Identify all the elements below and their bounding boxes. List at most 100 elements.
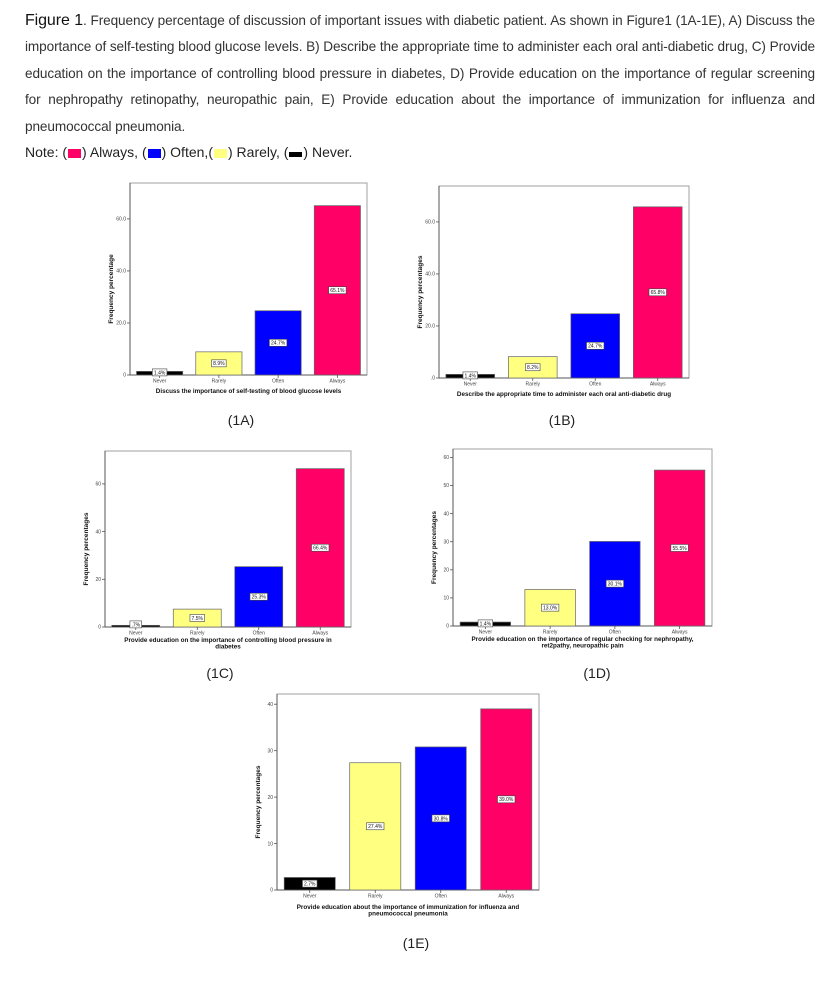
y-tick-label: 20 [443,568,449,574]
y-tick-label: 40.0 [116,269,126,275]
value-label-box [249,592,268,601]
x-axis-label: Provide education on the importance of c… [124,637,332,644]
value-label-box [189,614,205,622]
value-label-box [525,363,541,372]
y-tick-label: 0 [123,373,126,379]
x-tick-label: Often [253,631,265,637]
y-tick-label: 10 [443,596,449,602]
value-label-box [477,619,493,628]
value-label: 1.4% [154,370,166,376]
y-tick-label: 20 [267,795,273,801]
x-tick-label: Rarely [526,382,541,388]
x-tick-label: Never [479,630,493,636]
value-label: 24.7% [271,341,286,347]
x-tick-label: Always [312,631,328,637]
value-label: 8.2% [527,365,539,371]
value-label: .7% [131,622,140,628]
x-axis-label: Provide education about the importance o… [297,904,520,911]
value-label-box [311,543,330,552]
value-label: 65.1% [330,288,345,294]
x-tick-label: Often [589,382,601,388]
always-swatch-icon [68,149,82,158]
value-label-box [605,579,624,588]
x-axis-label: Discuss the importance of self-testing o… [156,388,342,395]
legend-item-never: () Never. [283,144,353,160]
legend-label-never: Never. [311,144,353,160]
y-tick-label: 0 [446,624,449,630]
rarely-swatch-icon [213,149,227,158]
panel-label-1a: (1A) [227,412,255,428]
value-label-box [328,286,347,295]
figure-label: Figure 1 [25,12,84,29]
legend-label-always: Always, [89,144,139,160]
value-label: 1.4% [465,373,477,379]
x-tick-label: Rarely [190,631,205,637]
value-label-box [302,879,318,888]
x-tick-label: Rarely [212,379,227,385]
value-label: 66.4% [313,546,328,552]
chart-1c: 0 20 40 60 Frequency percentages Never .7% Rare… [83,450,352,651]
panel-label-1b: (1B) [548,412,576,428]
legend-label-often: Often, [170,144,209,160]
note-prefix: Note: [25,144,59,160]
legend-label-rarely: Rarely, [236,144,280,160]
y-tick-label: 50 [443,483,449,489]
value-label: 24.7% [588,344,603,350]
y-tick-label: .0 [431,376,435,382]
value-label-box [497,795,516,804]
y-axis-label: Frequency percentages [417,255,424,328]
panel-label-1d: (1D) [583,665,611,681]
y-tick-label: 40 [443,511,449,517]
y-tick-label: 0 [98,625,101,631]
value-label-box [152,368,168,377]
y-tick-label: 0 [270,888,273,894]
value-label-box [269,338,288,347]
x-tick-label: Always [329,379,345,385]
often-swatch-icon [147,149,161,158]
y-tick-label: 40 [95,529,101,535]
y-axis-label: Frequency percentages [83,512,90,585]
chart-1a: 0 20.0 40.0 60.0 Frequency percentage Never 1.… [108,182,368,395]
value-label-box [129,620,142,629]
y-tick-label: 40.0 [425,272,435,278]
y-tick-label: 60.0 [116,217,126,223]
value-label: 8.9% [213,361,225,367]
value-label: 39.0% [499,797,514,803]
value-label: 2.7% [304,882,316,888]
value-label-box [670,544,689,552]
x-tick-label: Never [129,631,143,637]
legend-item-often: () Often, [141,144,209,160]
x-tick-label: Often [435,894,447,900]
legend-item-rarely: () Rarely, [208,144,280,160]
x-tick-label: Never [153,379,167,385]
value-label: 25.3% [252,595,267,601]
value-label-box [211,359,227,368]
value-label: 27.4% [368,824,383,830]
value-label-box [586,341,605,350]
y-tick-label: 40 [267,702,273,708]
panel-label-1e: (1E) [402,935,430,951]
x-axis-label: pneumococcal pneumonia [368,911,448,918]
value-label-box [462,371,478,380]
legend-note: Note: () Always, () Often,() Rarely, () … [25,144,352,160]
chart-1e: 0 10 20 30 40 Frequency percentages Never 2.7% R… [255,693,540,918]
x-tick-label: Never [303,894,317,900]
bar-always [633,206,683,379]
y-axis-label: Frequency percentages [255,765,262,838]
caption-text: . Frequency percentage of discussion of … [25,13,815,134]
never-swatch-icon [289,152,303,157]
x-tick-label: Always [672,630,688,636]
y-tick-label: 30 [267,748,273,754]
y-tick-label: 60 [443,455,449,461]
x-tick-label: Never [464,382,478,388]
value-label-box [541,603,560,612]
y-axis-label: Frequency percentage [108,254,115,324]
chart-1b: .0 20.0 40.0 60.0 Frequency percentages Never… [417,185,690,398]
y-tick-label: 20.0 [116,321,126,327]
value-label-box [431,814,450,823]
chart-1d: 0 10 20 30 40 50 60 Frequency percentages Never 1… [431,448,713,650]
x-axis-label: Describe the appropriate time to adminis… [457,391,671,398]
x-axis-label: ret2pathy, neuropathic pain [541,643,623,650]
value-label: 30.8% [434,816,449,822]
